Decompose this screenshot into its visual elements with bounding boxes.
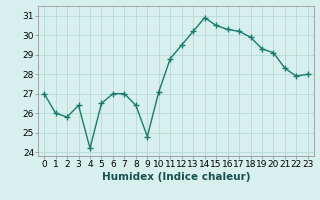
X-axis label: Humidex (Indice chaleur): Humidex (Indice chaleur)	[102, 172, 250, 182]
